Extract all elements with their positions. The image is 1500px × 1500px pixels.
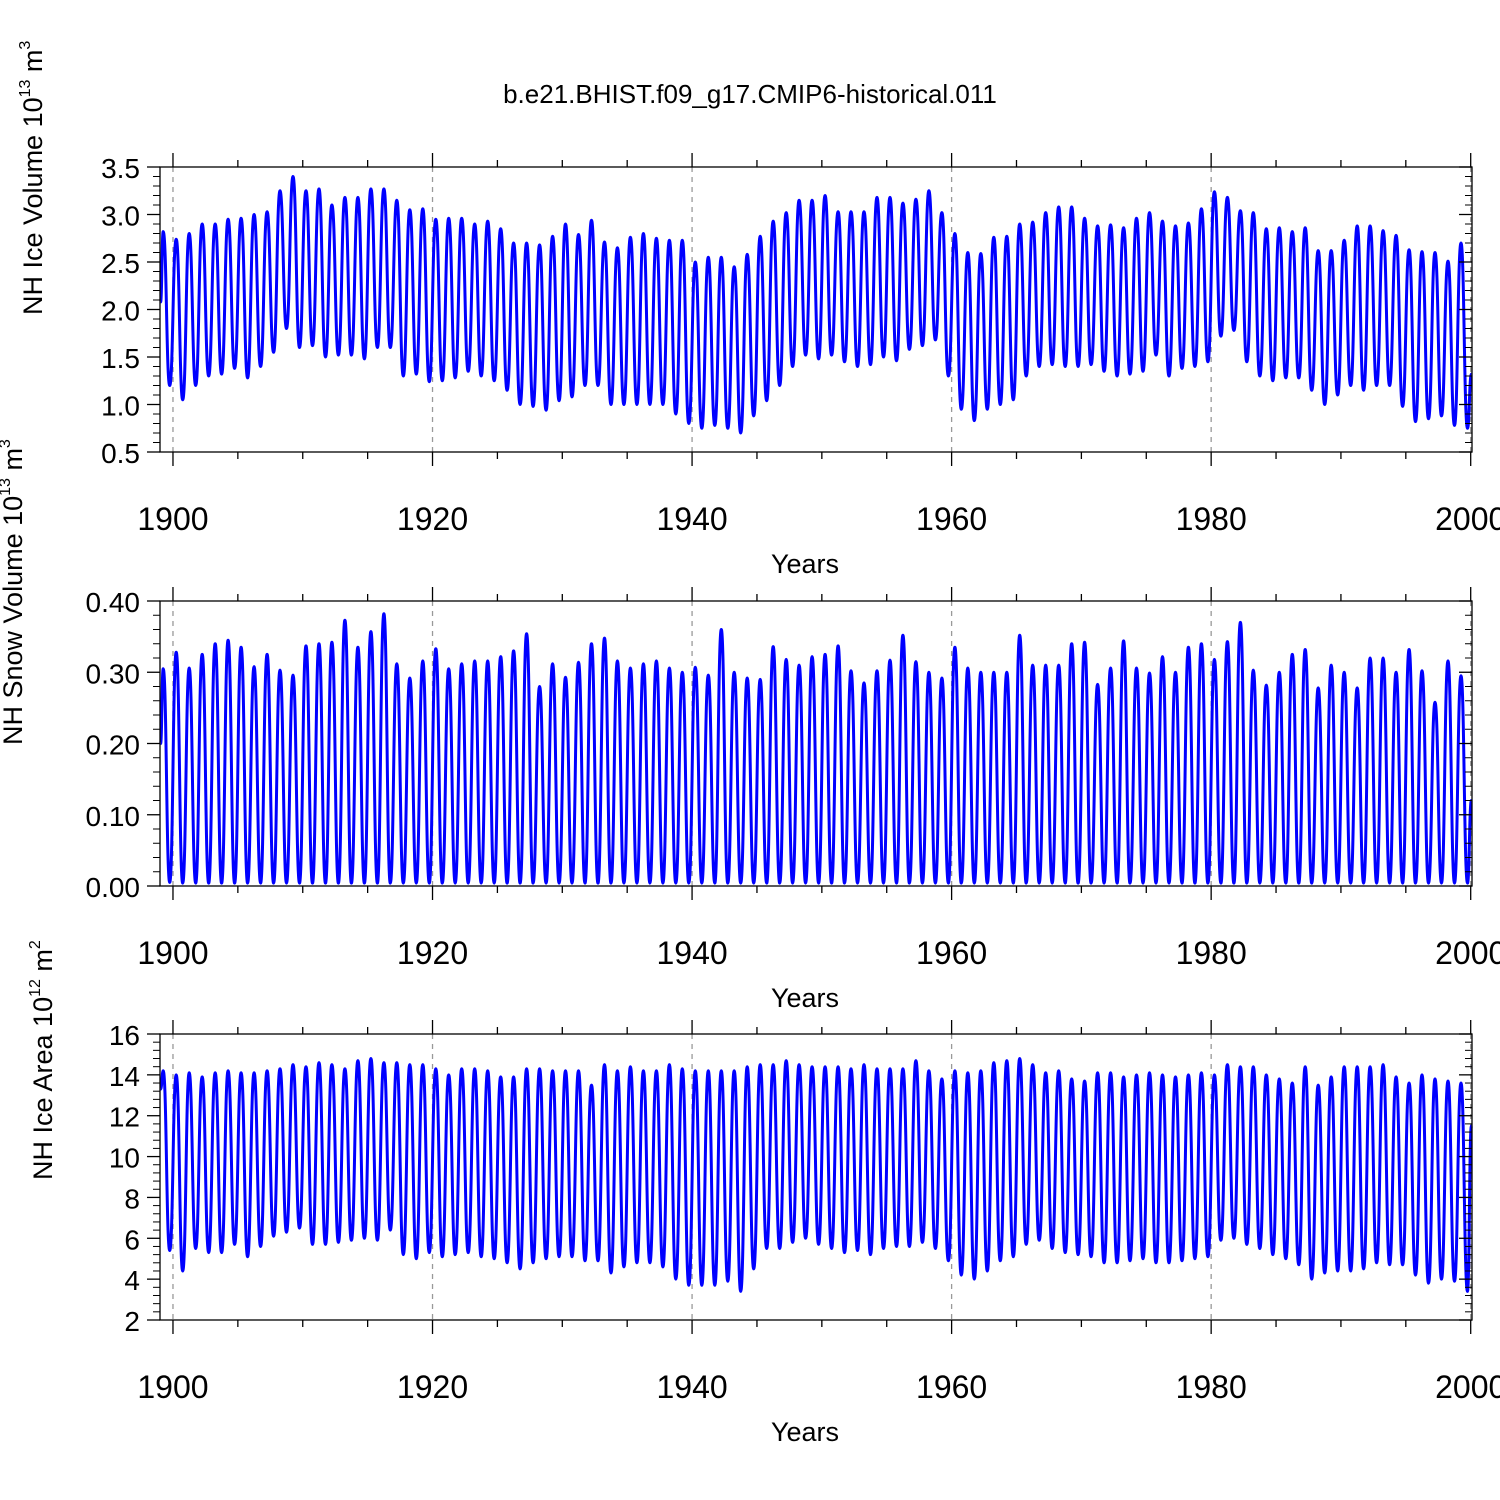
snow-volume-y-tick-label-3: 0.30 bbox=[86, 658, 141, 689]
snow-volume-plot-area: 1900 1920 1940 1960 1980 2000 0.00 0.10 0.20 0.30… bbox=[86, 587, 1500, 971]
ice-volume-y-axis-title-base: NH Ice Volume 10 bbox=[18, 97, 48, 315]
ice-volume-y-axis-title: NH Ice Volume 1013 m3 bbox=[17, 41, 48, 315]
ice-area-y-tick-label-2: 6 bbox=[124, 1224, 140, 1255]
figure-title: b.e21.BHIST.f09_g17.CMIP6-historical.011 bbox=[503, 79, 997, 109]
panel-ice-volume: 1900 1920 1940 1960 1980 2000 0.5 1.0 1.5 2.0 2.5 3… bbox=[17, 41, 1500, 579]
ice-area-y-axis-title: NH Ice Area 1012 m2 bbox=[27, 940, 58, 1180]
ice-volume-x-tick-label-1980: 1980 bbox=[1176, 501, 1247, 537]
ice-area-y-axis-title-unit: m bbox=[28, 949, 58, 979]
ice-volume-y-axis-title-exp: 13 bbox=[17, 79, 34, 97]
snow-volume-x-tick-label-1900: 1900 bbox=[137, 935, 208, 971]
ice-area-plot-area: 1900 1920 1940 1960 1980 2000 2 4 6 8 10 12 14 16 bbox=[109, 1020, 1500, 1405]
ice-volume-y-tick-label-3: 2.0 bbox=[101, 296, 140, 327]
ice-volume-y-axis-title-unit: m bbox=[18, 50, 48, 80]
ice-volume-x-tick-label-1900: 1900 bbox=[137, 501, 208, 537]
ice-volume-y-tick-label-0: 0.5 bbox=[101, 438, 140, 469]
snow-volume-x-axis-title: Years bbox=[771, 983, 839, 1013]
snow-volume-x-tick-label-1980: 1980 bbox=[1176, 935, 1247, 971]
ice-volume-series-line bbox=[159, 175, 1473, 435]
ice-volume-y-axis-title-unit-exp: 3 bbox=[17, 41, 34, 50]
ice-area-frame bbox=[159, 1033, 1473, 1321]
ice-volume-y-tick-label-2: 1.5 bbox=[101, 343, 140, 374]
ice-area-y-axis-title-base: NH Ice Area 10 bbox=[28, 997, 58, 1180]
ice-area-y-tick-label-0: 2 bbox=[124, 1306, 140, 1337]
snow-volume-x-tick-label-1920: 1920 bbox=[397, 935, 468, 971]
snow-volume-y-tick-label-2: 0.20 bbox=[86, 730, 141, 761]
snow-volume-y-axis-title-exp: 13 bbox=[0, 478, 14, 496]
snow-volume-y-tick-label-1: 0.10 bbox=[86, 801, 141, 832]
ice-area-y-tick-label-4: 10 bbox=[109, 1143, 140, 1174]
panel-snow-volume: 1900 1920 1940 1960 1980 2000 0.00 0.10 0.20 0.30… bbox=[0, 439, 1500, 1013]
ice-area-y-tick-label-7: 16 bbox=[109, 1020, 140, 1051]
ice-area-x-tick-label-1980: 1980 bbox=[1176, 1369, 1247, 1405]
ice-volume-x-tick-label-1920: 1920 bbox=[397, 501, 468, 537]
snow-volume-y-tick-label-4: 0.40 bbox=[86, 587, 141, 618]
ice-volume-x-tick-label-1960: 1960 bbox=[916, 501, 987, 537]
ice-area-x-tick-label-1900: 1900 bbox=[137, 1369, 208, 1405]
ice-area-x-tick-label-1940: 1940 bbox=[656, 1369, 727, 1405]
snow-volume-y-axis-title-base: NH Snow Volume 10 bbox=[0, 496, 28, 745]
panel-ice-area: 1900 1920 1940 1960 1980 2000 2 4 6 8 10 12 14 16 NH … bbox=[27, 940, 1500, 1447]
snow-volume-y-axis-title-unit: m bbox=[0, 448, 28, 478]
snow-volume-y-axis-title: NH Snow Volume 1013 m3 bbox=[0, 439, 28, 745]
ice-volume-y-tick-label-6: 3.5 bbox=[101, 153, 140, 184]
ice-area-y-tick-label-1: 4 bbox=[124, 1265, 140, 1296]
snow-volume-x-tick-label-1940: 1940 bbox=[656, 935, 727, 971]
snow-volume-x-tick-label-1960: 1960 bbox=[916, 935, 987, 971]
ice-area-y-tick-label-3: 8 bbox=[124, 1183, 140, 1214]
ice-area-series-line bbox=[159, 1057, 1473, 1293]
ice-volume-x-axis-title: Years bbox=[771, 549, 839, 579]
snow-volume-y-tick-label-0: 0.00 bbox=[86, 872, 141, 903]
ice-area-y-tick-label-5: 12 bbox=[109, 1102, 140, 1133]
ice-volume-y-tick-label-4: 2.5 bbox=[101, 248, 140, 279]
ice-area-y-tick-label-6: 14 bbox=[109, 1061, 140, 1092]
ice-volume-y-tick-label-5: 3.0 bbox=[101, 201, 140, 232]
ice-area-x-tick-label-1920: 1920 bbox=[397, 1369, 468, 1405]
ice-volume-x-tick-label-2000: 2000 bbox=[1435, 501, 1500, 537]
ice-area-y-axis-title-unit-exp: 2 bbox=[27, 940, 44, 949]
ice-volume-y-tick-label-1: 1.0 bbox=[101, 391, 140, 422]
snow-volume-y-axis-title-unit-exp: 3 bbox=[0, 439, 14, 448]
ice-area-x-tick-label-1960: 1960 bbox=[916, 1369, 987, 1405]
ice-area-x-axis-title: Years bbox=[771, 1417, 839, 1447]
snow-volume-series-line bbox=[159, 612, 1473, 885]
ice-area-y-axis-title-exp: 12 bbox=[27, 979, 44, 997]
ice-area-x-tick-label-2000: 2000 bbox=[1435, 1369, 1500, 1405]
ice-volume-plot-area: 1900 1920 1940 1960 1980 2000 0.5 1.0 1.5 2.0 2.5 3… bbox=[101, 153, 1500, 537]
snow-volume-x-tick-label-2000: 2000 bbox=[1435, 935, 1500, 971]
ice-volume-x-tick-label-1940: 1940 bbox=[656, 501, 727, 537]
